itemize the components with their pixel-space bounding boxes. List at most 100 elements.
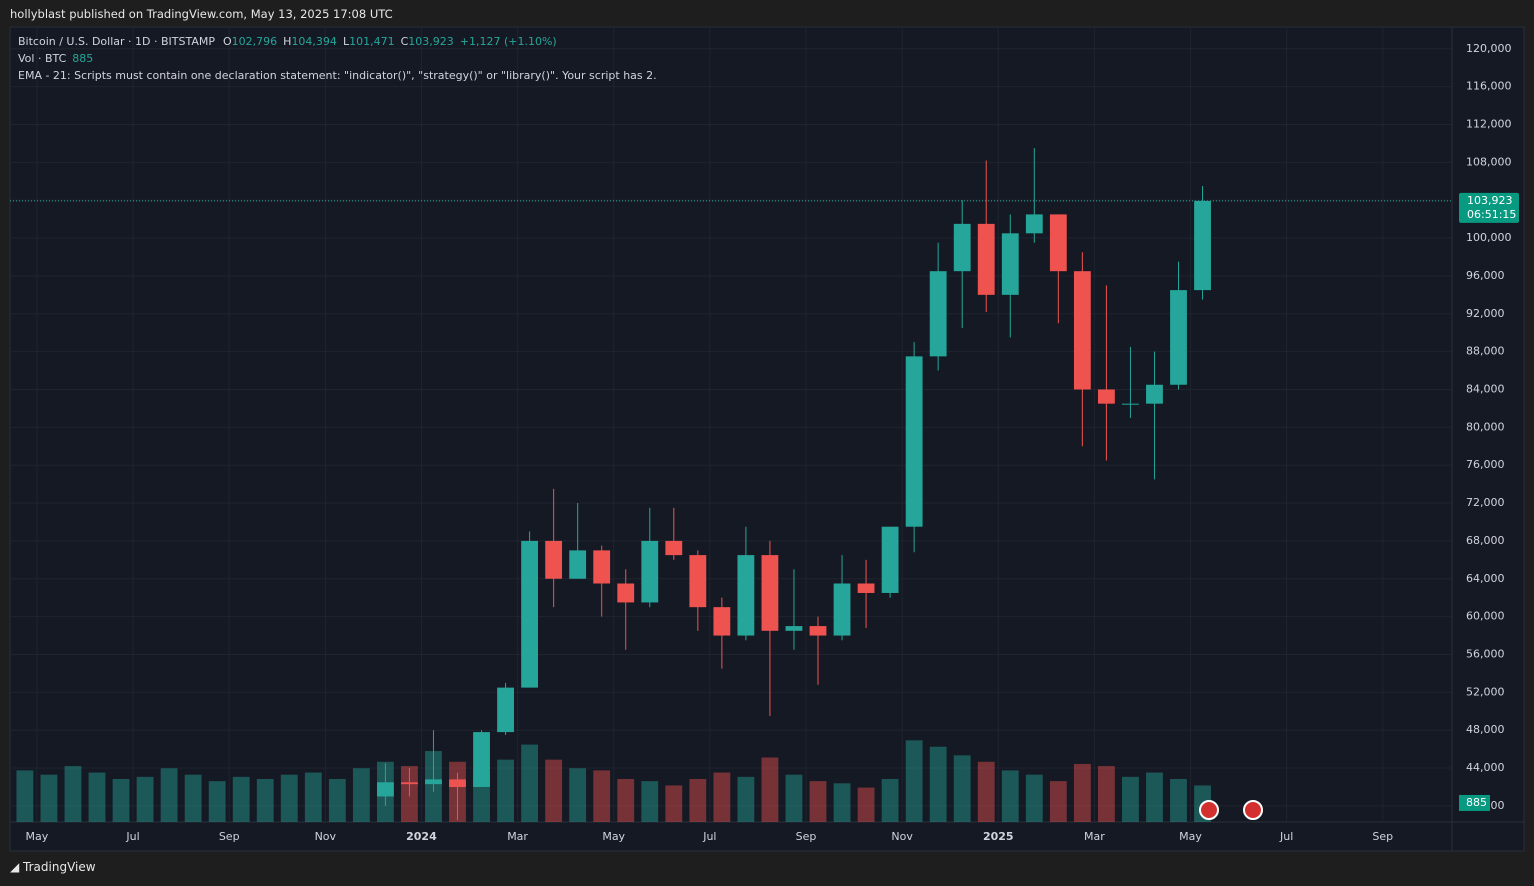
y-tick-label: 48,000 [1466,723,1505,736]
ohlc-key: L [343,35,350,48]
candle-body [953,223,971,272]
candle-body [1073,271,1091,390]
candle-body [1194,200,1211,291]
countdown: 06:51:15 [1467,208,1516,221]
x-tick-label: 2025 [983,830,1014,843]
x-tick-label: Nov [891,830,913,843]
y-tick-label: 116,000 [1466,80,1512,93]
x-tick-label: May [26,830,49,843]
x-tick-label: Jul [125,830,139,843]
volume-bar [713,772,731,822]
candle-body [376,782,394,797]
volume-bar [593,770,611,822]
volume-bar [857,787,875,822]
candle-body [761,555,779,631]
volume-bar [160,768,178,822]
volume-bar [761,757,779,822]
volume-bar [929,746,947,822]
ohlc-value: 102,796 [232,35,278,48]
volume-bar [304,772,322,822]
volume-bar [64,766,82,822]
ohlc-key: C [401,35,409,48]
y-tick-label: 108,000 [1466,155,1512,168]
candle-body [617,583,635,603]
candle-body [785,626,803,631]
candle-body [641,540,659,603]
x-tick-label: Nov [315,830,337,843]
event-icon[interactable] [1243,800,1263,820]
brand-text: TradingView [23,860,96,874]
ohlc-key: O [223,35,232,48]
legend-line: Bitcoin / U.S. Dollar · 1D · BITSTAMP O10… [18,35,557,48]
candle-body [857,583,875,593]
candle-body [1122,403,1139,405]
x-tick-label: Jul [1279,830,1293,843]
brand: ◢ TradingView [10,860,96,874]
volume-bar [953,755,971,822]
y-tick-label: 92,000 [1466,307,1505,320]
volume-bar [352,768,370,822]
volume-bar [641,781,659,822]
candle-body [1025,214,1043,234]
x-tick-label: 2024 [406,830,437,843]
volume-bar [1122,776,1139,822]
volume-bar [16,770,34,822]
volume-bar [1097,766,1115,822]
y-tick-label: 64,000 [1466,572,1505,585]
candle-body [737,555,755,636]
y-tick-label: 80,000 [1466,420,1505,433]
x-tick-label: Jul [702,830,716,843]
ohlc-key: H [283,35,291,48]
candle-body [929,271,947,357]
y-tick-label: 84,000 [1466,382,1505,395]
volume-bar [569,768,587,822]
x-tick-label: Mar [507,830,528,843]
chart-bg [9,26,1525,852]
volume-bar [905,740,923,822]
volume-bar [136,776,154,822]
volume-bar [1170,779,1187,822]
volume-bar [328,779,346,822]
x-tick-label: Sep [219,830,240,843]
y-tick-label: 120,000 [1466,42,1512,55]
volume-bar [977,761,995,822]
x-tick-label: May [1179,830,1202,843]
last-price-label: 103,923 [1467,194,1513,207]
x-tick-label: Sep [796,830,817,843]
x-tick-label: Sep [1372,830,1393,843]
volume-bar [184,774,202,822]
y-tick-label: 88,000 [1466,345,1505,358]
candle-body [425,779,442,785]
volume-bar [280,774,298,822]
ohlc-value: 103,923 [408,35,454,48]
volume-bar [881,779,899,822]
y-tick-label: 112,000 [1466,117,1512,130]
ohlc-value: 101,471 [349,35,395,48]
candle-body [1049,214,1067,272]
candle-body [977,223,995,295]
volume-bar [112,779,130,822]
event-icons[interactable] [1199,800,1263,820]
candle-body [1170,290,1187,385]
change: +1,127 (+1.10%) [460,35,557,48]
event-icon[interactable] [1199,800,1219,820]
vol-legend: Vol · BTC 885 [18,52,93,65]
last-price-box [1459,192,1519,223]
candle-body [905,356,923,527]
candle-body [881,526,899,593]
volume-bar [1025,774,1043,822]
candle-body [833,583,851,636]
volume-bar [1001,770,1019,822]
x-tick-label: Mar [1084,830,1105,843]
volume-bar [232,776,250,822]
symbol: Bitcoin / U.S. Dollar · 1D · BITSTAMP [18,35,215,48]
candle-body [1097,389,1115,404]
vol-value: 885 [72,52,93,65]
candle-body [401,782,418,785]
volume-bar [521,744,539,822]
volume-bar [497,759,514,822]
y-tick-label: 72,000 [1466,496,1505,509]
vol-label: Vol · BTC [18,52,67,65]
